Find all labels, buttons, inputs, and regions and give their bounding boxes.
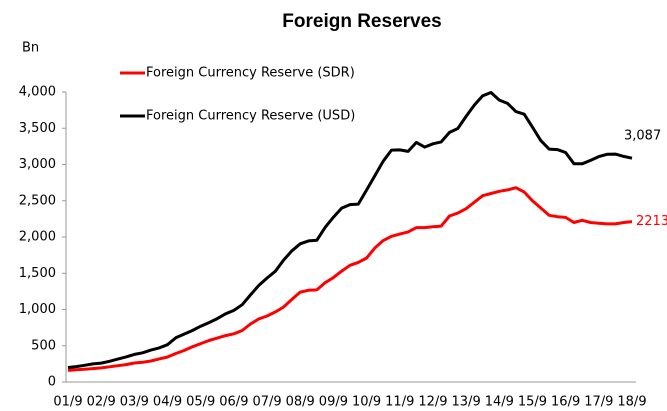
y-tick-label: 1,500 [19,266,56,281]
x-tick-label: 01/9 [53,395,82,410]
line-series [67,186,633,372]
x-tick-label: 03/9 [120,395,149,410]
x-tick-label: 08/9 [286,395,315,410]
x-tick-label: 13/9 [452,395,481,410]
x-tick-label: 17/9 [584,395,613,410]
x-tick-label: 02/9 [87,395,116,410]
x-tick-label: 04/9 [153,395,182,410]
y-tick-label: 2,500 [19,193,56,208]
y-axis-label: Bn [22,41,39,56]
y-tick-label: 3,500 [19,121,56,136]
y-tick-label: 2,000 [19,230,56,245]
y-tick-label: 1,000 [19,302,56,317]
x-tick-label: 07/9 [252,395,281,410]
x-tick-label: 09/9 [319,395,348,410]
y-tick-label: 0 [48,375,56,390]
x-tick-label: 10/9 [352,395,381,410]
chart-title: Foreign Reserves [282,11,441,32]
x-tick-label: 14/9 [485,395,514,410]
y-tick-label: 4,000 [19,85,56,100]
y-tick-label: 500 [31,338,56,353]
data-label: 3,087 [624,129,661,144]
x-tick-label: 11/9 [385,395,414,410]
x-tick-label: 18/9 [617,395,646,410]
x-tick-label: 15/9 [518,395,547,410]
x-tick-label: 06/9 [219,395,248,410]
legend-label: Foreign Currency Reserve (SDR) [146,66,355,81]
x-tick-label: 12/9 [418,395,447,410]
x-tick-label: 05/9 [186,395,215,410]
data-label: 2213 [636,214,667,229]
x-tick-label: 16/9 [551,395,580,410]
legend-label: Foreign Currency Reserve (USD) [146,109,355,124]
line-series [67,91,633,369]
y-tick-label: 3,000 [19,157,56,172]
